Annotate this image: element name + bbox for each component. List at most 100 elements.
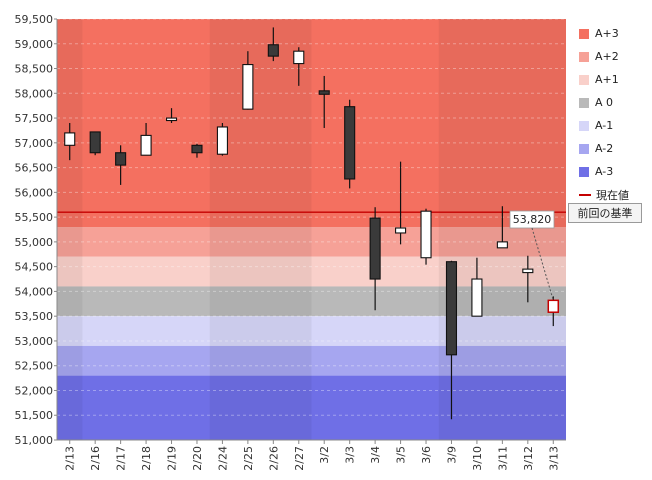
candle-body bbox=[115, 152, 127, 166]
y-tick-label: 52,500 bbox=[15, 360, 54, 373]
legend-swatch bbox=[579, 28, 589, 39]
candle-body bbox=[496, 241, 508, 249]
candle-3/11 bbox=[496, 206, 508, 249]
previous-baseline-label: 前回の基準 bbox=[577, 207, 633, 220]
legend-item-a-plus-3: A+3 bbox=[579, 22, 629, 45]
legend-swatch bbox=[579, 51, 589, 62]
x-tick-label: 2/27 bbox=[293, 446, 306, 471]
band-6 bbox=[57, 375, 566, 440]
x-tick-label: 3/9 bbox=[445, 446, 458, 464]
candle-body bbox=[293, 50, 305, 65]
candle-body bbox=[445, 261, 458, 356]
candle-body bbox=[420, 210, 432, 259]
y-tick-label: 59,500 bbox=[15, 13, 54, 26]
legend-label: 現在値 bbox=[596, 188, 629, 202]
candle-body bbox=[140, 134, 152, 156]
legend: A+3 A+2 A+1 A 0 A-1 A-2 A-3 現在値 bbox=[579, 22, 629, 206]
candle-body bbox=[89, 131, 101, 154]
legend-label: A-1 bbox=[595, 119, 614, 132]
x-tick-label: 3/5 bbox=[395, 446, 408, 464]
candle-body bbox=[267, 44, 279, 57]
y-tick-label: 57,500 bbox=[15, 112, 54, 125]
candle-3/6 bbox=[420, 208, 432, 265]
y-tick-label: 58,500 bbox=[15, 63, 54, 76]
legend-item-a-0: A 0 bbox=[579, 91, 629, 114]
last-price-label: 53,820 bbox=[513, 213, 552, 226]
x-tick-label: 2/19 bbox=[166, 446, 179, 471]
candle-2/25 bbox=[242, 51, 254, 110]
y-tick-label: 51,500 bbox=[15, 409, 54, 422]
candle-2/27 bbox=[293, 47, 305, 86]
candle-body bbox=[471, 278, 483, 317]
legend-item-a-plus-2: A+2 bbox=[579, 45, 629, 68]
candle-2/24 bbox=[216, 123, 228, 156]
legend-label: A+2 bbox=[595, 50, 619, 63]
candle-3/4 bbox=[369, 207, 381, 311]
annotation-layer: 53,820 bbox=[509, 210, 555, 301]
band-5 bbox=[57, 345, 566, 376]
candle-layer bbox=[64, 27, 560, 420]
candle-body bbox=[242, 64, 254, 110]
legend-item-a-minus-3: A-3 bbox=[579, 160, 629, 183]
candle-3/5 bbox=[395, 161, 407, 245]
band-1 bbox=[57, 227, 566, 257]
y-tick-label: 56,000 bbox=[15, 186, 54, 199]
candle-body bbox=[165, 117, 178, 122]
legend-item-current-value: 現在値 bbox=[579, 183, 629, 206]
candle-2/19 bbox=[165, 108, 178, 124]
band-4 bbox=[57, 316, 566, 346]
x-tick-label: 2/13 bbox=[64, 446, 77, 471]
candle-3/13 bbox=[547, 296, 560, 327]
legend-label: A+3 bbox=[595, 27, 619, 40]
week-shade-0 bbox=[57, 19, 83, 440]
y-tick-label: 53,000 bbox=[15, 335, 54, 348]
legend-item-a-plus-1: A+1 bbox=[579, 68, 629, 91]
legend-swatch bbox=[579, 74, 589, 85]
band-0 bbox=[57, 19, 566, 228]
band-layer bbox=[57, 19, 566, 440]
legend-swatch bbox=[579, 166, 589, 177]
x-tick-label: 3/12 bbox=[522, 446, 535, 471]
x-tick-label: 3/10 bbox=[471, 446, 484, 471]
legend-item-a-minus-2: A-2 bbox=[579, 137, 629, 160]
candle-body bbox=[318, 90, 330, 95]
candle-body bbox=[547, 299, 560, 313]
legend-label: A 0 bbox=[595, 96, 614, 109]
x-tick-label: 3/4 bbox=[369, 446, 382, 464]
candle-body bbox=[395, 227, 407, 234]
candle-body bbox=[64, 132, 76, 146]
candle-2/18 bbox=[140, 123, 152, 156]
candle-2/16 bbox=[89, 131, 101, 156]
x-tick-label: 3/3 bbox=[344, 446, 357, 464]
candle-2/20 bbox=[191, 143, 203, 158]
candle-body bbox=[344, 106, 356, 180]
week-shade-1 bbox=[209, 19, 312, 440]
previous-baseline-button[interactable]: 前回の基準 bbox=[568, 203, 642, 223]
legend-line-swatch bbox=[579, 193, 591, 196]
legend-label: A-3 bbox=[595, 165, 614, 178]
candle-2/26 bbox=[267, 27, 279, 62]
legend-item-a-minus-1: A-1 bbox=[579, 114, 629, 137]
y-tick-label: 52,000 bbox=[15, 384, 54, 397]
legend-swatch bbox=[579, 120, 589, 131]
x-tick-label: 2/24 bbox=[216, 446, 229, 471]
candle-body bbox=[522, 268, 534, 274]
y-tick-label: 51,000 bbox=[15, 434, 54, 447]
y-tick-label: 55,500 bbox=[15, 211, 54, 224]
candle-body bbox=[369, 217, 381, 280]
last-price-leader bbox=[531, 227, 554, 301]
candle-2/13 bbox=[64, 123, 76, 161]
candle-3/9 bbox=[445, 260, 458, 420]
x-tick-label: 2/20 bbox=[191, 446, 204, 471]
candle-body bbox=[191, 144, 203, 154]
y-tick-label: 58,000 bbox=[15, 87, 54, 100]
legend-label: A+1 bbox=[595, 73, 619, 86]
x-tick-label: 3/2 bbox=[318, 446, 331, 464]
x-tick-label: 3/6 bbox=[420, 446, 433, 464]
axis-layer: 51,000 51,500 52,000 52,500 53,000 53,500 54,0… bbox=[15, 13, 566, 471]
x-tick-label: 2/17 bbox=[115, 446, 128, 471]
y-tick-label: 54,500 bbox=[15, 261, 54, 274]
y-tick-label: 56,500 bbox=[15, 162, 54, 175]
legend-label: A-2 bbox=[595, 142, 614, 155]
